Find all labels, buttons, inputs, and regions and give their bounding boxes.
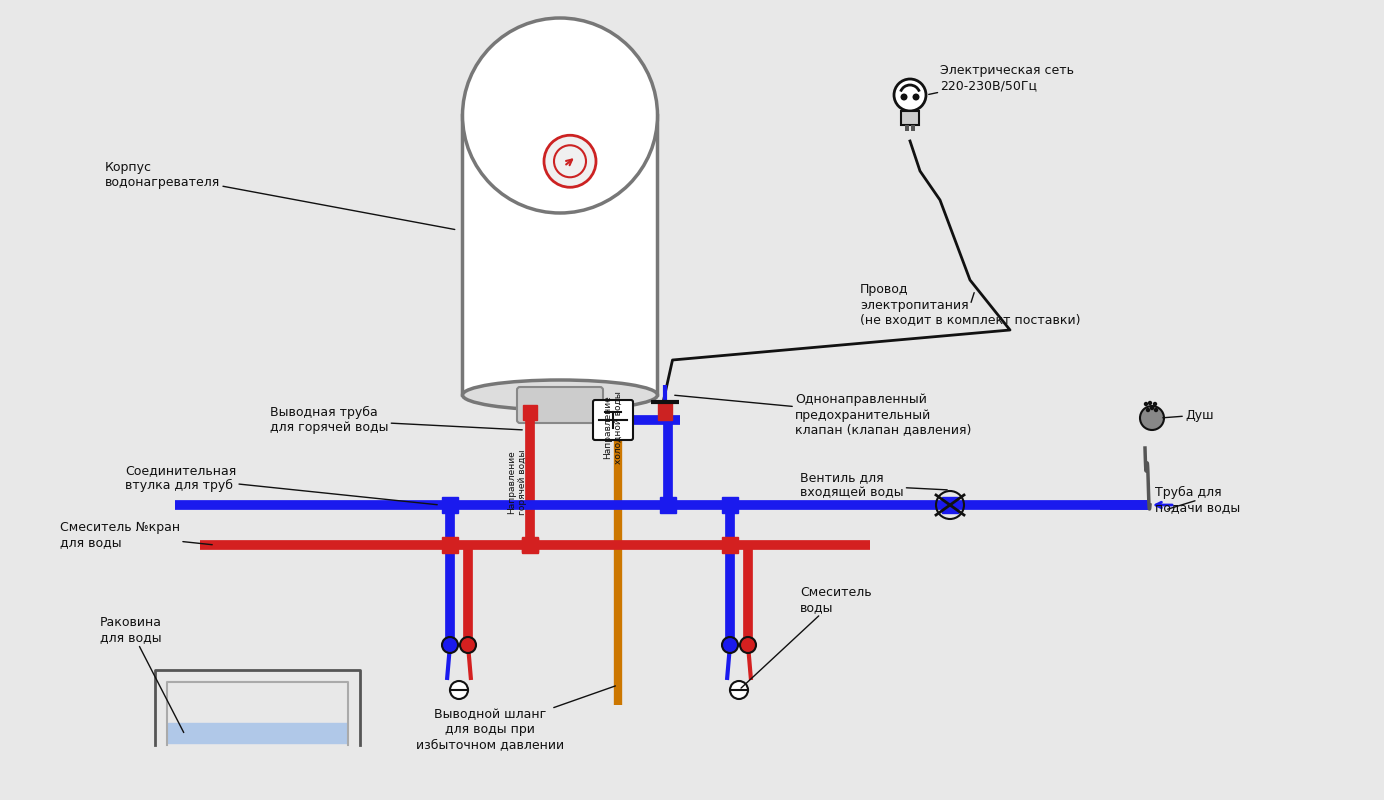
Text: Электрическая сеть
220-230В/50Гц: Электрическая сеть 220-230В/50Гц	[929, 64, 1074, 94]
Text: Направление
холодной воды: Направление холодной воды	[603, 391, 623, 464]
Circle shape	[450, 681, 468, 699]
Text: Труба для
подачи воды: Труба для подачи воды	[1156, 486, 1240, 514]
Text: Корпус
водонагревателя: Корпус водонагревателя	[105, 161, 455, 230]
Circle shape	[1140, 406, 1164, 430]
Bar	[660, 497, 675, 513]
Circle shape	[1146, 409, 1150, 411]
Text: Выводная труба
для горячей воды: Выводная труба для горячей воды	[270, 406, 522, 434]
Text: Однонаправленный
предохранительный
клапан (клапан давления): Однонаправленный предохранительный клапа…	[675, 394, 972, 437]
Circle shape	[441, 637, 458, 653]
Circle shape	[740, 637, 756, 653]
Bar	[657, 402, 673, 420]
Bar	[522, 538, 538, 552]
Bar	[441, 537, 458, 553]
Circle shape	[554, 146, 585, 178]
Text: Смеситель
воды: Смеситель воды	[740, 586, 872, 688]
Bar	[943, 497, 958, 513]
Circle shape	[894, 79, 926, 111]
Text: Направление
горячей воды: Направление горячей воды	[508, 450, 527, 515]
Circle shape	[1153, 402, 1157, 406]
Bar	[167, 723, 347, 743]
Bar	[722, 497, 738, 513]
Bar	[441, 497, 458, 513]
Bar	[722, 537, 738, 553]
Circle shape	[901, 94, 908, 101]
Bar	[901, 111, 919, 125]
Text: Раковина
для воды: Раковина для воды	[100, 616, 184, 733]
Bar	[911, 125, 915, 131]
Bar	[905, 125, 909, 131]
Ellipse shape	[462, 18, 657, 213]
Text: Соединительная
втулка для труб: Соединительная втулка для труб	[125, 464, 437, 505]
Text: Смеситель №кран
для воды: Смеситель №кран для воды	[60, 521, 212, 549]
FancyBboxPatch shape	[462, 115, 657, 395]
Text: Провод
электропитания
(не входит в комплект поставки): Провод электропитания (не входит в компл…	[859, 283, 1081, 326]
Circle shape	[1150, 406, 1153, 410]
Text: Душ: Душ	[1163, 409, 1214, 422]
FancyBboxPatch shape	[518, 387, 603, 423]
Circle shape	[1145, 402, 1147, 406]
Text: Вентиль для
входящей воды: Вентиль для входящей воды	[800, 471, 947, 499]
Text: Выводной шланг
для воды при
избыточном давлении: Выводной шланг для воды при избыточном д…	[417, 686, 616, 751]
Bar	[522, 537, 538, 553]
Ellipse shape	[462, 380, 657, 410]
Circle shape	[722, 637, 738, 653]
Circle shape	[729, 681, 747, 699]
FancyBboxPatch shape	[592, 400, 632, 440]
Circle shape	[459, 637, 476, 653]
Circle shape	[1149, 402, 1151, 405]
Circle shape	[1154, 409, 1157, 411]
Bar	[592, 405, 608, 420]
Circle shape	[544, 135, 597, 187]
Circle shape	[912, 94, 919, 101]
Bar	[523, 405, 537, 420]
